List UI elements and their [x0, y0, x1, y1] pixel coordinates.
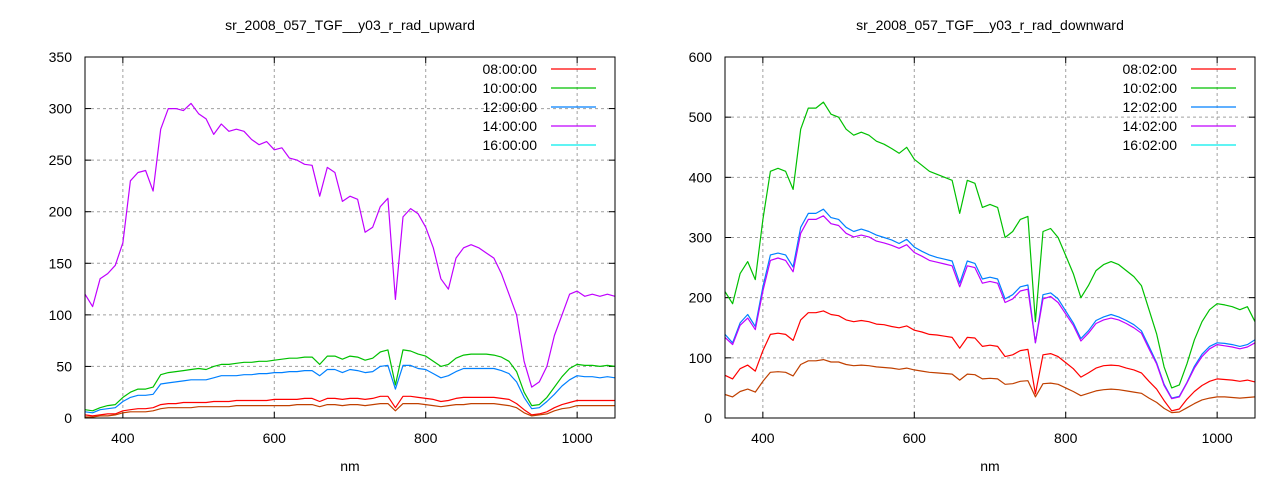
- legend-label: 12:02:00: [1123, 99, 1178, 115]
- x-tick-label: 400: [111, 430, 135, 446]
- chart-title: sr_2008_057_TGF__y03_r_rad_downward: [856, 17, 1124, 33]
- y-tick-label: 50: [56, 358, 72, 374]
- y-tick-label: 200: [689, 290, 713, 306]
- y-tick-label: 250: [49, 152, 73, 168]
- y-tick-label: 150: [49, 255, 73, 271]
- y-tick-label: 400: [689, 169, 713, 185]
- upward-radiance-chart: sr_2008_057_TGF__y03_r_rad_upward nm 0 50…: [49, 17, 616, 474]
- series-line-12-00-00: [84, 364, 616, 414]
- series-line-10-02-00: [724, 101, 1256, 389]
- legend-label: 08:00:00: [483, 61, 538, 77]
- legend-label: 08:02:00: [1123, 61, 1178, 77]
- series-line-16-00-00: [85, 403, 615, 418]
- legend-label: 16:02:00: [1123, 137, 1178, 153]
- y-tick-label: 0: [64, 410, 72, 426]
- series-line-08-02-00: [724, 310, 1256, 412]
- x-tick-label: 600: [263, 430, 287, 446]
- series-line-10-00-00: [84, 349, 616, 412]
- x-axis-label: nm: [340, 458, 359, 474]
- chart-title: sr_2008_057_TGF__y03_r_rad_upward: [225, 17, 475, 33]
- y-tick-label: 100: [689, 350, 713, 366]
- y-tick-label: 100: [49, 307, 73, 323]
- x-tick-label: 600: [903, 430, 927, 446]
- y-tick-label: 500: [689, 109, 713, 125]
- x-tick-label: 800: [414, 430, 438, 446]
- x-tick-label: 1000: [562, 430, 593, 446]
- legend-label: 14:00:00: [483, 118, 538, 134]
- plot-frame: [84, 56, 616, 419]
- x-axis-label: nm: [980, 458, 999, 474]
- legend-label: 12:00:00: [483, 99, 538, 115]
- legend-label: 14:02:00: [1123, 118, 1178, 134]
- y-tick-label: 350: [49, 49, 73, 65]
- x-tick-label: 800: [1054, 430, 1078, 446]
- legend-label: 10:02:00: [1123, 80, 1178, 96]
- y-tick-label: 300: [689, 230, 713, 246]
- y-tick-label: 300: [49, 101, 73, 117]
- series-line-14-00-00: [84, 102, 616, 388]
- y-tick-label: 0: [704, 410, 712, 426]
- series-line-16-02-00: [724, 359, 1256, 414]
- series-line-14-02-00: [724, 215, 1256, 400]
- legend-label: 10:00:00: [483, 80, 538, 96]
- x-tick-label: 1000: [1202, 430, 1233, 446]
- y-tick-label: 600: [689, 49, 713, 65]
- x-tick-label: 400: [751, 430, 775, 446]
- plot-frame: [724, 56, 1256, 419]
- legend-label: 16:00:00: [483, 137, 538, 153]
- y-tick-label: 200: [49, 204, 73, 220]
- downward-radiance-chart: sr_2008_057_TGF__y03_r_rad_downward nm 0…: [689, 17, 1256, 474]
- series-line-08-00-00: [84, 395, 615, 417]
